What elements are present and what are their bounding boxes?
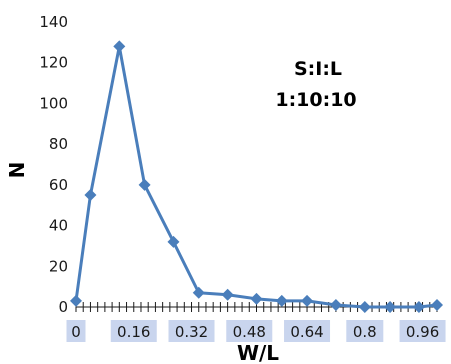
x-tick-label: 0.8 [353, 323, 377, 341]
x-tick-label: 0.48 [233, 323, 266, 341]
data-point [384, 301, 397, 313]
y-tick-label: 0 [58, 298, 68, 316]
x-tick-label: 0.16 [117, 323, 150, 341]
x-tick-label: 0.96 [406, 323, 439, 341]
data-point [70, 294, 82, 307]
x-axis-title: W/L [237, 341, 279, 364]
y-axis-ticks: 0 20 40 60 80 100 120 140 [39, 13, 68, 316]
data-point [412, 301, 425, 313]
data-point [301, 294, 314, 307]
x-tick-highlight [284, 320, 331, 342]
y-tick-label: 40 [49, 217, 68, 235]
x-tick-highlight [66, 320, 86, 342]
data-point [358, 301, 371, 313]
x-tick-highlight [168, 320, 215, 342]
series-line [74, 44, 438, 309]
data-point [431, 298, 443, 311]
y-tick-label: 80 [49, 135, 68, 153]
ratio-label: S:I:L [294, 58, 342, 80]
x-tick-highlight [110, 320, 157, 342]
x-tick-highlight [226, 320, 273, 342]
x-tick-label: 0 [71, 323, 81, 341]
x-tick-label: 0.64 [290, 323, 323, 341]
ratio-value: 1:10:10 [275, 89, 356, 111]
x-label-highlights [66, 320, 446, 342]
series-group [70, 40, 443, 313]
data-point [84, 189, 97, 202]
y-tick-label: 100 [39, 94, 68, 112]
x-tick-highlight [346, 320, 384, 342]
x-axis-tick-labels: 0 0.16 0.32 0.48 0.64 0.8 0.96 [71, 323, 439, 341]
data-point [192, 286, 205, 299]
y-axis-title: N [5, 162, 29, 179]
y-tick-label: 60 [49, 176, 68, 194]
data-point [138, 178, 151, 191]
y-tick-label: 120 [39, 54, 68, 72]
data-point [113, 40, 126, 53]
x-tick-highlight [399, 320, 446, 342]
data-point [167, 235, 180, 248]
data-point [329, 298, 342, 311]
x-tick-label: 0.32 [175, 323, 208, 341]
y-tick-label: 20 [49, 257, 68, 275]
data-point [275, 294, 288, 307]
y-tick-label: 140 [39, 13, 68, 31]
data-point [250, 292, 263, 305]
data-point [221, 288, 234, 301]
